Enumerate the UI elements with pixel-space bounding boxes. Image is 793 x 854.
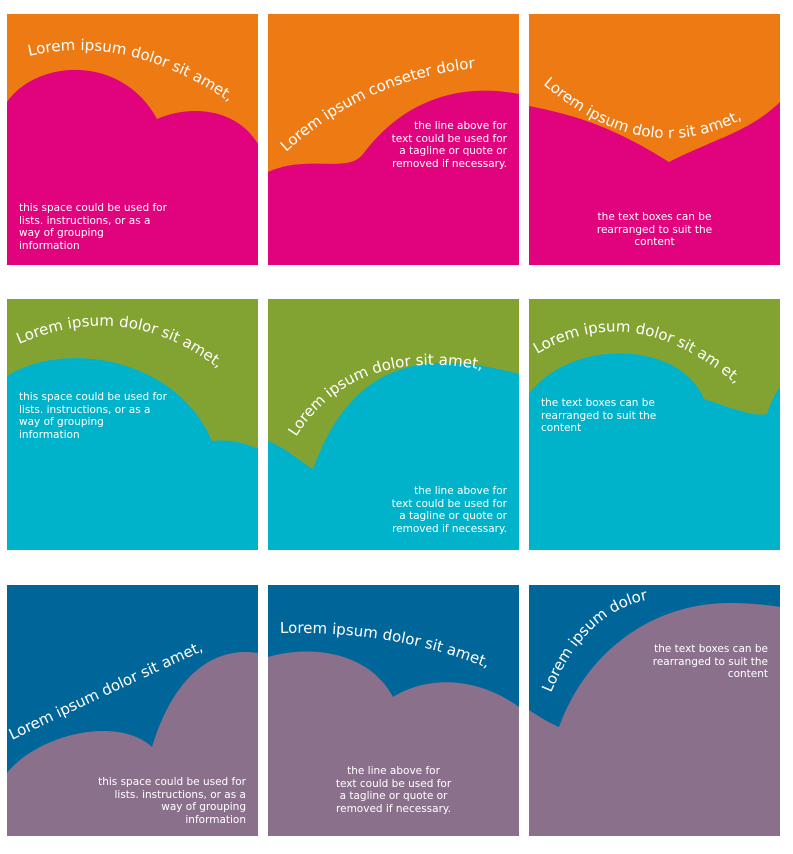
tile-r1-c3: Lorem ipsum dolo r sit amet, the text bo…: [529, 14, 780, 265]
tile-r2-c3-graphic: Lorem ipsum dolor sit am et,: [529, 299, 780, 550]
tile-r3-c1-graphic: Lorem ipsum dolor sit amet,: [7, 585, 258, 836]
tile-r3-c3-graphic: Lorem ipsum dolor: [529, 585, 780, 836]
tile-r1-c2-graphic: Lorem ipsum conseter dolor: [268, 14, 519, 265]
tile-r2-c1-caption: this space could be used for lists. inst…: [19, 391, 167, 441]
tile-r2-c1-graphic: Lorem ipsum dolor sit amet,: [7, 299, 258, 550]
tile-r1-c3-caption: the text boxes can be rearranged to suit…: [596, 211, 713, 248]
tile-r1-c1-graphic: Lorem ipsum dolor sit amet,: [7, 14, 258, 265]
tile-r1-c2-caption: the line above for text could be used fo…: [391, 120, 507, 170]
tile-r3-c2-caption: the line above for text could be used fo…: [335, 765, 452, 815]
tile-r2-c2-graphic: Lorem ipsum dolor sit amet,: [268, 299, 519, 550]
tile-r2-c3-caption: the text boxes can be rearranged to suit…: [541, 397, 657, 434]
tile-r1-c3-graphic: Lorem ipsum dolo r sit amet,: [529, 14, 780, 265]
tile-r1-c1: Lorem ipsum dolor sit amet, this space c…: [7, 14, 258, 265]
tile-r2-c1: Lorem ipsum dolor sit amet, this space c…: [7, 299, 258, 550]
tile-r1-c2: Lorem ipsum conseter dolor the line abov…: [268, 14, 519, 265]
tile-r2-c3: Lorem ipsum dolor sit am et, the text bo…: [529, 299, 780, 550]
tile-r3-c1: Lorem ipsum dolor sit amet, this space c…: [7, 585, 258, 836]
tile-r3-c1-caption: this space could be used for lists. inst…: [98, 776, 246, 826]
tile-r3-c3-caption: the text boxes can be rearranged to suit…: [652, 643, 768, 680]
tile-r3-c2-graphic: Lorem ipsum dolor sit amet,: [268, 585, 519, 836]
tile-r3-c3: Lorem ipsum dolor the text boxes can be …: [529, 585, 780, 836]
tile-r3-c2: Lorem ipsum dolor sit amet, the line abo…: [268, 585, 519, 836]
tile-r1-c1-caption: this space could be used for lists. inst…: [19, 202, 167, 252]
tile-r2-c2: Lorem ipsum dolor sit amet, the line abo…: [268, 299, 519, 550]
tile-r2-c2-caption: the line above for text could be used fo…: [391, 485, 507, 535]
